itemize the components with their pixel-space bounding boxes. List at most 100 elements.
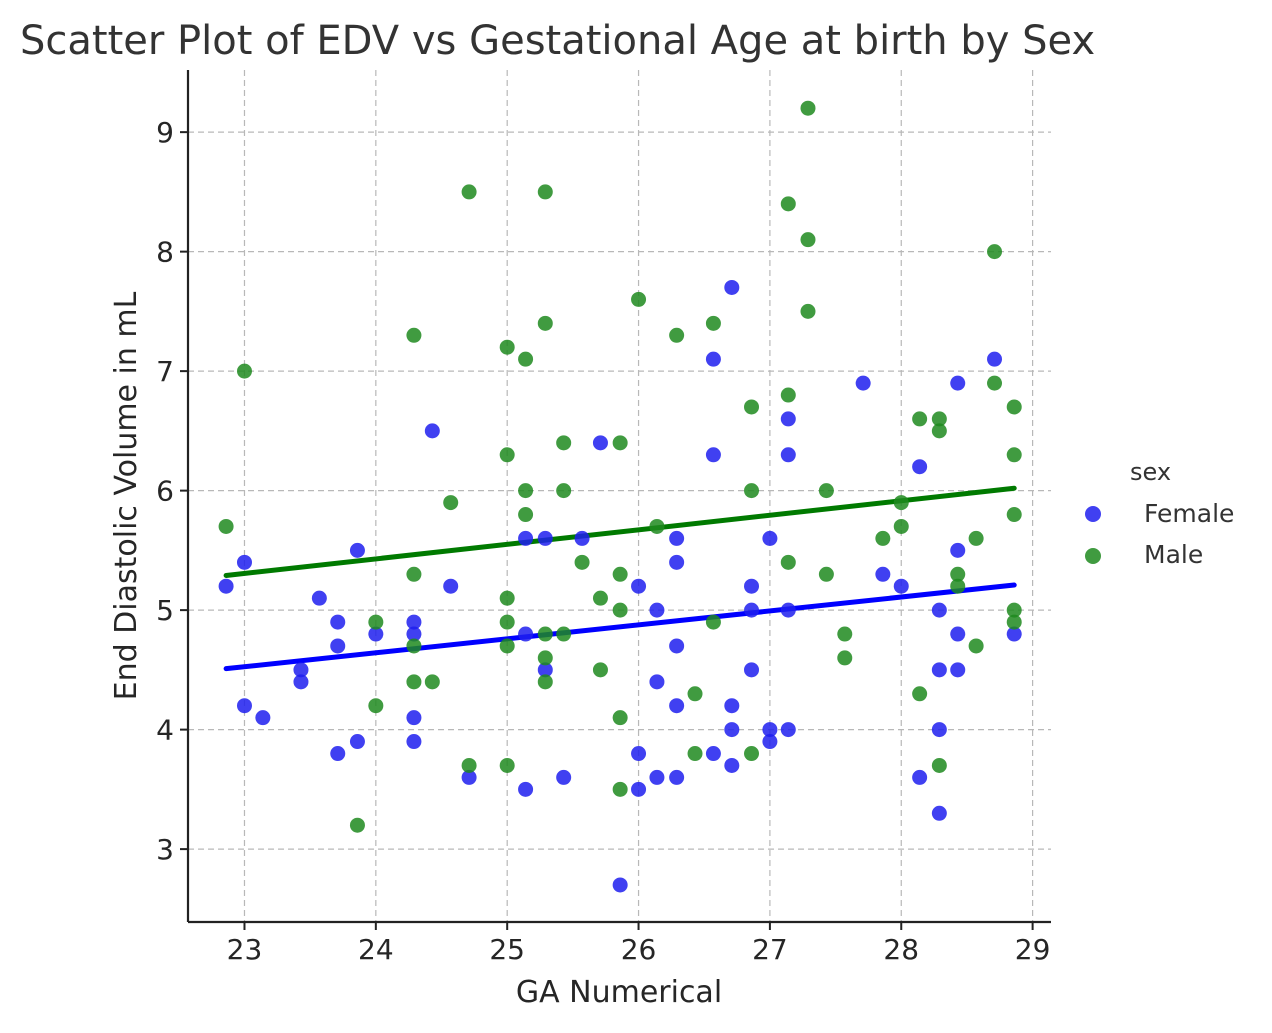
male-point [780, 196, 796, 212]
x-tick-label: 27 [752, 933, 788, 966]
male-point [987, 375, 1003, 391]
female-point [537, 530, 553, 546]
male-point [687, 746, 703, 762]
female-point [987, 351, 1003, 367]
x-tick-label: 25 [489, 933, 525, 966]
female-point [406, 614, 422, 630]
female-point [406, 626, 422, 642]
male-point [837, 626, 853, 642]
male-point [1006, 507, 1022, 523]
female-point [931, 662, 947, 678]
x-tick-label: 29 [1015, 933, 1051, 966]
female-point [293, 674, 309, 690]
female-point [705, 746, 721, 762]
female-point [744, 602, 760, 618]
male-point [705, 614, 721, 630]
female-point [368, 626, 384, 642]
legend-female-marker [1085, 506, 1101, 522]
y-tick-label: 7 [156, 355, 174, 388]
legend-female-label: Female [1144, 499, 1234, 528]
female-point [218, 578, 234, 594]
female-point [780, 411, 796, 427]
male-point [1006, 447, 1022, 463]
male-point [537, 626, 553, 642]
y-tick-label: 5 [156, 594, 174, 627]
male-point [406, 566, 422, 582]
male-point [612, 566, 628, 582]
female-point [574, 530, 590, 546]
x-tick-label: 23 [227, 933, 263, 966]
female-point [875, 566, 891, 582]
male-point [368, 614, 384, 630]
male-point [800, 303, 816, 319]
male-trend-line [223, 485, 1017, 578]
female-point [724, 698, 740, 714]
male-point [800, 232, 816, 248]
male-point [950, 578, 966, 594]
female-point [950, 626, 966, 642]
male-point [592, 590, 608, 606]
male-point [612, 781, 628, 797]
male-point [612, 602, 628, 618]
male-point [875, 530, 891, 546]
female-point [255, 710, 271, 726]
female-point [1006, 626, 1022, 642]
male-point [968, 530, 984, 546]
male-point [556, 483, 572, 499]
female-point [612, 877, 628, 893]
male-point [968, 638, 984, 654]
female-point [649, 769, 665, 785]
female-point [912, 769, 928, 785]
legend-male-label: Male [1144, 540, 1203, 569]
female-point [461, 769, 477, 785]
axis-ticks: 23 24 25 26 27 28 29 3 4 5 6 7 8 9 [156, 116, 1050, 966]
female-point [669, 698, 685, 714]
male-point [236, 363, 252, 379]
male-point [424, 674, 440, 690]
male-point [499, 614, 515, 630]
female-point [349, 542, 365, 558]
male-point [499, 339, 515, 355]
male-point [987, 244, 1003, 260]
male-point [950, 566, 966, 582]
chart-title: Scatter Plot of EDV vs Gestational Age a… [20, 18, 1095, 64]
female-point [780, 722, 796, 738]
male-point [1006, 399, 1022, 415]
male-point [837, 650, 853, 666]
legend-title: sex [1130, 458, 1171, 486]
female-point [950, 542, 966, 558]
female-point [780, 447, 796, 463]
female-point [669, 769, 685, 785]
male-point [893, 495, 909, 511]
x-axis-label: GA Numerical [516, 975, 722, 1010]
y-tick-label: 8 [156, 236, 174, 269]
female-point [406, 710, 422, 726]
female-point [293, 662, 309, 678]
female-point [649, 674, 665, 690]
male-point [499, 757, 515, 773]
female-point [705, 351, 721, 367]
female-point [592, 435, 608, 451]
y-tick-label: 3 [156, 833, 174, 866]
male-point [556, 435, 572, 451]
female-trend-line [223, 582, 1017, 672]
female-point [669, 554, 685, 570]
female-point [912, 459, 928, 475]
male-point [631, 291, 647, 307]
female-point [649, 602, 665, 618]
female-point [631, 781, 647, 797]
male-point [499, 590, 515, 606]
data-points [218, 100, 1022, 893]
male-point [705, 315, 721, 331]
female-point [631, 578, 647, 594]
female-point [424, 423, 440, 439]
male-point [518, 483, 534, 499]
trend-lines [223, 485, 1017, 672]
female-point [855, 375, 871, 391]
male-point [574, 554, 590, 570]
male-point [744, 399, 760, 415]
male-point [443, 495, 459, 511]
female-point [631, 746, 647, 762]
male-point [518, 351, 534, 367]
female-point [537, 662, 553, 678]
